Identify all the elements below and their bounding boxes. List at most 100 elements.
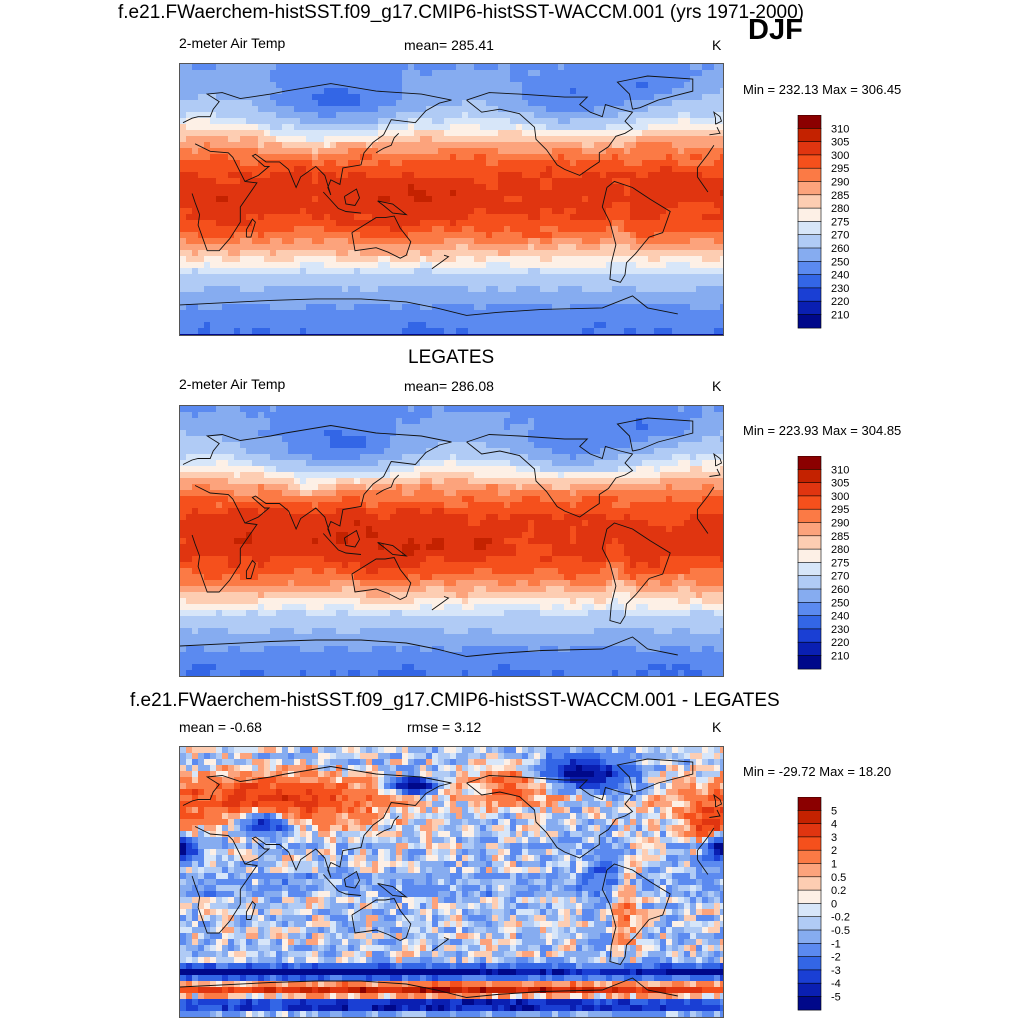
map-cell [372, 226, 379, 233]
map-cell [414, 298, 421, 305]
map-cell [642, 178, 649, 185]
map-cell [390, 172, 397, 179]
map-cell [432, 196, 439, 203]
map-cell [564, 112, 571, 119]
map-cell [684, 262, 691, 269]
map-cell [588, 112, 595, 119]
map-cell [462, 196, 469, 203]
map-cell [558, 190, 565, 197]
map-cell [702, 250, 709, 257]
map-cell [306, 442, 313, 449]
map-cell [348, 208, 355, 215]
map-cell [492, 214, 499, 221]
map-cell [648, 88, 655, 95]
map-cell [642, 436, 649, 443]
map-cell [564, 208, 571, 215]
map-cell [330, 274, 337, 281]
map-cell [570, 316, 577, 323]
map-cell [390, 112, 397, 119]
map-cell [720, 418, 723, 425]
map-cell [222, 244, 229, 251]
map-cell [678, 190, 685, 197]
map-cell [612, 94, 619, 101]
map-cell [504, 220, 511, 227]
map-cell [258, 202, 265, 209]
map-cell [258, 238, 265, 245]
map-cell [186, 160, 193, 167]
map-cell [642, 316, 649, 323]
map-cell [348, 412, 355, 419]
map-cell [414, 280, 421, 287]
map-cell [318, 94, 325, 101]
map-cell [366, 184, 373, 191]
map-cell [690, 196, 697, 203]
map-cell [588, 76, 595, 83]
map-cell [708, 262, 715, 269]
map-cell [210, 202, 217, 209]
map-cell [276, 244, 283, 251]
map-cell [216, 172, 223, 179]
map-cell [504, 238, 511, 245]
map-cell [432, 208, 439, 215]
map-cell [594, 238, 601, 245]
map-cell [318, 436, 325, 443]
map-cell [342, 442, 349, 449]
map-cell [240, 172, 247, 179]
map-cell [216, 334, 223, 335]
map-cell [402, 304, 409, 311]
map-cell [714, 274, 721, 281]
map-cell [300, 160, 307, 167]
map-cell [288, 430, 295, 437]
map-cell [216, 298, 223, 305]
map-cell [192, 250, 199, 257]
map-cell [576, 430, 583, 437]
map-cell [690, 232, 697, 239]
map-cell [654, 184, 661, 191]
map-cell [432, 268, 439, 275]
map-cell [288, 436, 295, 443]
map-cell [390, 316, 397, 323]
map-cell [642, 412, 649, 419]
map-cell [468, 208, 475, 215]
map-cell [444, 202, 451, 209]
map-cell [420, 148, 427, 155]
map-cell [654, 430, 661, 437]
map-cell [708, 412, 715, 419]
map-cell [396, 232, 403, 239]
map-cell [348, 154, 355, 161]
map-cell [180, 418, 187, 425]
map-cell [642, 88, 649, 95]
map-cell [264, 64, 271, 71]
map-cell [300, 274, 307, 281]
map-cell [432, 238, 439, 245]
map-cell [438, 322, 445, 329]
map-cell [258, 262, 265, 269]
map-cell [438, 436, 445, 443]
map-cell [306, 166, 313, 173]
map-cell [306, 208, 313, 215]
map-cell [564, 256, 571, 263]
map-cell [222, 106, 229, 113]
map-cell [390, 196, 397, 203]
map-cell [666, 214, 673, 221]
map-cell [192, 130, 199, 137]
map-cell [660, 262, 667, 269]
map-cell [618, 124, 625, 131]
map-cell [630, 172, 637, 179]
map-cell [588, 154, 595, 161]
map-cell [204, 334, 211, 335]
map-cell [318, 196, 325, 203]
map-cell [666, 424, 673, 431]
map-cell [390, 220, 397, 227]
figure-title: f.e21.FWaerchem-histSST.f09_g17.CMIP6-hi… [118, 2, 805, 23]
map-cell [450, 232, 457, 239]
map-cell [690, 112, 697, 119]
map-cell [348, 70, 355, 77]
map-cell [486, 322, 493, 329]
map-cell [516, 190, 523, 197]
map-cell [414, 292, 421, 299]
map-cell [480, 82, 487, 89]
map-cell [276, 82, 283, 89]
map-cell [576, 334, 583, 335]
map-cell [222, 220, 229, 227]
